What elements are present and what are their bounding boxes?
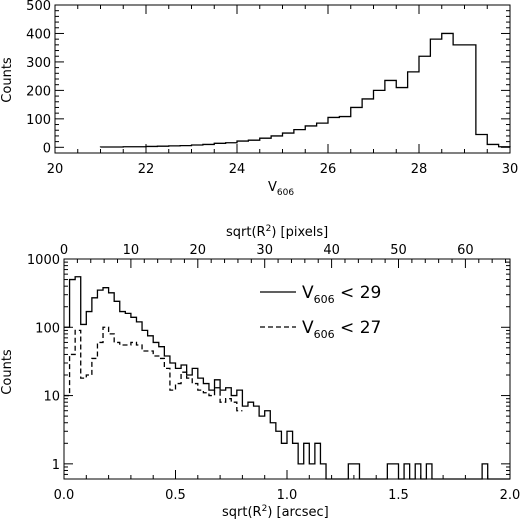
bottom-top-x-tick-label: 10 <box>123 243 140 258</box>
top-y-axis-label: Counts <box>0 57 15 103</box>
top-x-ticks: 20 22 24 26 28 30 <box>47 5 519 177</box>
top-y-tick-label: 0 <box>43 141 51 156</box>
bottom-y-tick-label: 1000 <box>27 253 60 268</box>
legend-series-1-label: V606 < 29 <box>302 283 381 306</box>
top-x-tick-label: 30 <box>502 162 519 177</box>
bottom-y-tick-label: 100 <box>35 321 60 336</box>
series-v606-lt27-line <box>64 326 243 412</box>
bottom-top-x-axis-label: sqrt(R2) [pixels] <box>226 224 328 240</box>
top-x-tick-label: 24 <box>229 162 246 177</box>
top-histogram-panel: 20 22 24 26 28 30 0 100 200 300 400 500 V606 Count… <box>0 0 518 198</box>
bottom-y-ticks: 1 10 100 1000 <box>27 253 510 475</box>
top-histogram-line <box>99 32 511 148</box>
bottom-y-tick-label: 10 <box>43 390 60 405</box>
bottom-x-tick-label: 0.5 <box>165 488 186 503</box>
bottom-top-x-tick-label: 30 <box>256 243 273 258</box>
bottom-top-x-tick-label: 60 <box>457 243 474 258</box>
bottom-y-tick-label: 1 <box>52 458 60 473</box>
top-y-tick-label: 400 <box>26 27 51 42</box>
top-x-axis-label: V606 <box>268 180 294 198</box>
bottom-x-tick-label: 1.0 <box>277 488 298 503</box>
bottom-x-tick-label: 0.0 <box>54 488 75 503</box>
top-y-tick-label: 200 <box>26 84 51 99</box>
bottom-top-x-tick-label: 40 <box>323 243 340 258</box>
top-y-tick-label: 100 <box>26 113 51 128</box>
bottom-histogram-panel: 0.0 0.5 1.0 1.5 2.0 0 10 20 30 40 50 60 1 10 100 1000… <box>0 224 520 520</box>
legend: V606 < 29 V606 < 27 <box>260 283 381 341</box>
top-plot-frame <box>54 4 511 154</box>
top-x-tick-label: 28 <box>411 162 428 177</box>
legend-series-2-label: V606 < 27 <box>302 318 381 341</box>
top-x-tick-label: 22 <box>138 162 155 177</box>
top-y-ticks: 0 100 200 300 400 500 <box>26 0 510 156</box>
top-x-tick-label: 20 <box>47 162 64 177</box>
bottom-top-x-tick-label: 50 <box>390 243 407 258</box>
bottom-x-tick-label: 1.5 <box>388 488 409 503</box>
series-v606-lt29-line <box>64 276 510 480</box>
top-y-tick-label: 300 <box>26 56 51 71</box>
bottom-top-x-ticks: 0 10 20 30 40 50 60 <box>60 243 507 268</box>
top-y-tick-label: 500 <box>26 0 51 14</box>
top-x-tick-label: 26 <box>320 162 337 177</box>
bottom-x-tick-label: 2.0 <box>500 488 520 503</box>
bottom-y-axis-label: Counts <box>0 349 15 395</box>
bottom-x-ticks: 0.0 0.5 1.0 1.5 2.0 <box>54 470 520 503</box>
bottom-top-x-tick-label: 20 <box>190 243 207 258</box>
bottom-top-x-tick-label: 0 <box>60 243 68 258</box>
bottom-x-axis-label: sqrt(R2) [arcsec] <box>222 504 329 520</box>
